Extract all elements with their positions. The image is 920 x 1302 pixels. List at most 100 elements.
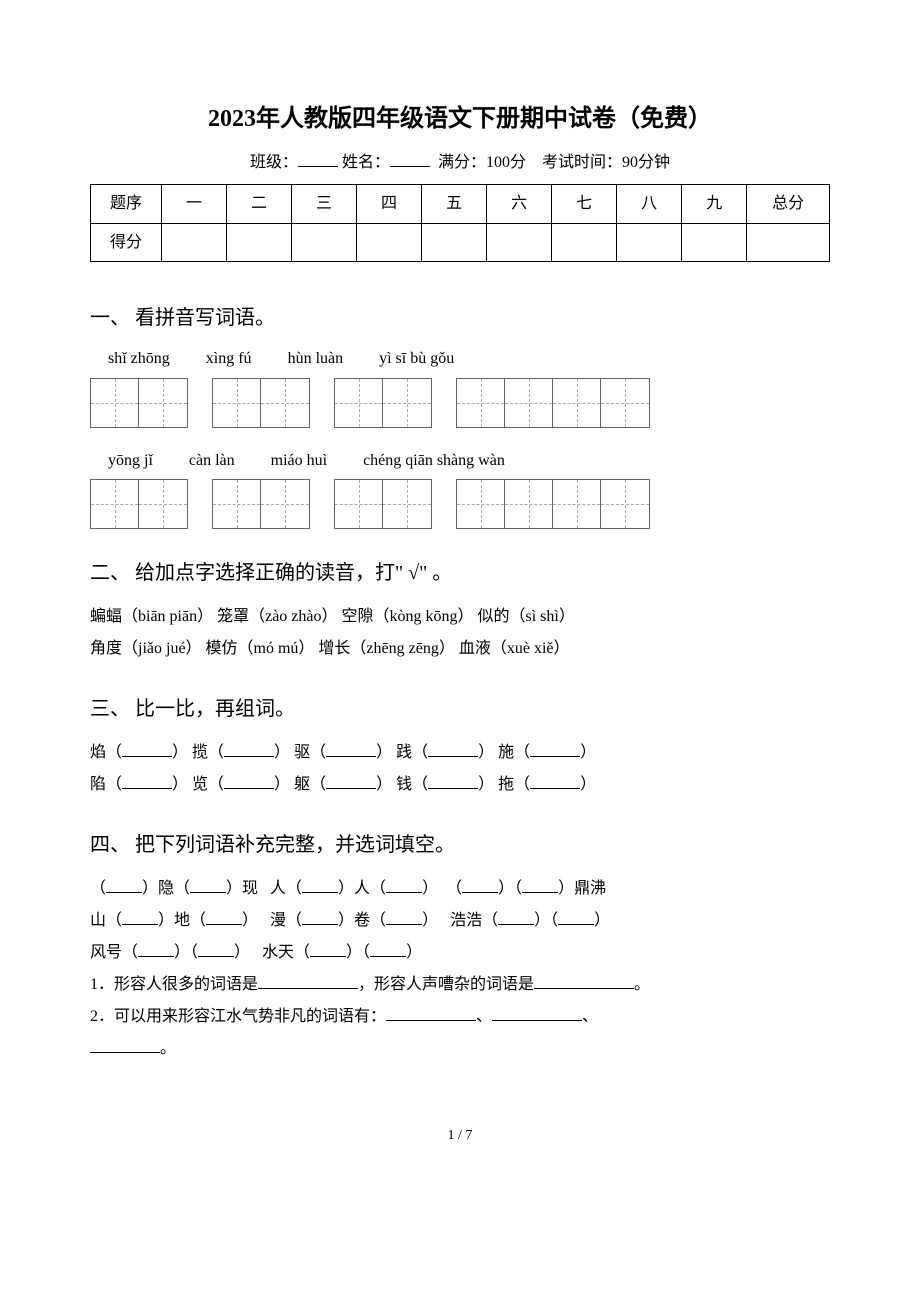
compare-item: 览（ (192, 776, 224, 793)
answer-blank[interactable] (190, 879, 226, 893)
fill-text: ）隐（ (142, 880, 190, 897)
fill-text: ）（ (174, 944, 198, 961)
answer-blank[interactable] (302, 879, 338, 893)
answer-blank[interactable] (428, 743, 478, 757)
answer-blank[interactable] (386, 879, 422, 893)
fill-text: ）人（ (338, 880, 386, 897)
pinyin-item: miáo huì (271, 448, 327, 474)
char-box[interactable] (213, 480, 261, 528)
col-2: 二 (226, 184, 291, 223)
answer-blank[interactable] (122, 743, 172, 757)
char-box-group (456, 479, 650, 529)
char-box[interactable] (601, 379, 649, 427)
fill-text: ）鼎沸 (558, 880, 606, 897)
fill-text: ）（ (534, 912, 558, 929)
fill-text: ） 漫（ (242, 912, 302, 929)
answer-blank[interactable] (326, 775, 376, 789)
answer-blank[interactable] (386, 911, 422, 925)
pinyin-item: yōng jǐ (108, 448, 153, 474)
char-box[interactable] (457, 379, 505, 427)
answer-blank[interactable] (224, 743, 274, 757)
section4-q2: 2．可以用来形容江水气势非凡的词语有：、、 (90, 1001, 830, 1033)
char-box[interactable] (335, 480, 383, 528)
answer-blank[interactable] (206, 911, 242, 925)
answer-blank[interactable] (106, 879, 142, 893)
compare-item: 焰（ (90, 744, 122, 761)
answer-blank[interactable] (492, 1007, 582, 1021)
answer-blank[interactable] (122, 911, 158, 925)
char-box[interactable] (383, 480, 431, 528)
section3-row1: 焰（） 揽（） 驱（） 践（） 施（） (90, 737, 830, 769)
paren-close: ） (172, 776, 192, 793)
char-box[interactable] (139, 379, 187, 427)
fill-text: ）现 人（ (226, 880, 302, 897)
answer-blank[interactable] (90, 1039, 160, 1053)
char-box[interactable] (261, 379, 309, 427)
answer-blank[interactable] (310, 943, 346, 957)
answer-blank[interactable] (530, 775, 580, 789)
score-cell[interactable] (422, 223, 487, 262)
char-box[interactable] (553, 480, 601, 528)
compare-item: 钱（ (396, 776, 428, 793)
char-box[interactable] (505, 379, 553, 427)
score-cell[interactable] (357, 223, 422, 262)
fill-text: ） (594, 912, 610, 929)
compare-item: 陷（ (90, 776, 122, 793)
score-cell[interactable] (617, 223, 682, 262)
fill-text: 山（ (90, 912, 122, 929)
col-total: 总分 (747, 184, 830, 223)
char-box[interactable] (91, 379, 139, 427)
class-blank[interactable] (298, 151, 338, 167)
answer-blank[interactable] (530, 743, 580, 757)
char-box[interactable] (553, 379, 601, 427)
answer-blank[interactable] (326, 743, 376, 757)
char-box[interactable] (601, 480, 649, 528)
answer-blank[interactable] (498, 911, 534, 925)
char-box[interactable] (335, 379, 383, 427)
score-cell[interactable] (292, 223, 357, 262)
answer-blank[interactable] (462, 879, 498, 893)
char-box[interactable] (213, 379, 261, 427)
paren-close: ） (274, 776, 294, 793)
table-row: 得分 (91, 223, 830, 262)
compare-item: 驱（ (294, 744, 326, 761)
meta-line: 班级： 姓名： 满分：100分 考试时间：90分钟 (90, 150, 830, 176)
paren-close: ） (478, 776, 498, 793)
char-box[interactable] (505, 480, 553, 528)
section3-heading: 三、 比一比，再组词。 (90, 693, 830, 725)
score-cell[interactable] (747, 223, 830, 262)
fill-text: ） (406, 944, 422, 961)
answer-blank[interactable] (258, 975, 358, 989)
char-box[interactable] (261, 480, 309, 528)
answer-blank[interactable] (198, 943, 234, 957)
row1-label: 题序 (91, 184, 162, 223)
score-cell[interactable] (226, 223, 291, 262)
section4-q1: 1．形容人很多的词语是，形容人声嘈杂的词语是。 (90, 969, 830, 1001)
answer-blank[interactable] (522, 879, 558, 893)
score-cell[interactable] (161, 223, 226, 262)
score-cell[interactable] (487, 223, 552, 262)
compare-item: 拖（ (498, 776, 530, 793)
answer-blank[interactable] (428, 775, 478, 789)
answer-blank[interactable] (386, 1007, 476, 1021)
q2-sep2: 、 (582, 1008, 598, 1025)
char-box[interactable] (91, 480, 139, 528)
answer-blank[interactable] (138, 943, 174, 957)
answer-blank[interactable] (534, 975, 634, 989)
name-blank[interactable] (390, 151, 430, 167)
paren-close: ） (580, 776, 596, 793)
answer-blank[interactable] (302, 911, 338, 925)
score-cell[interactable] (682, 223, 747, 262)
answer-blank[interactable] (224, 775, 274, 789)
char-box[interactable] (139, 480, 187, 528)
paren-close: ） (376, 776, 396, 793)
answer-blank[interactable] (122, 775, 172, 789)
answer-blank[interactable] (370, 943, 406, 957)
col-1: 一 (161, 184, 226, 223)
fill-text: ） 浩浩（ (422, 912, 498, 929)
page-footer: 1 / 7 (90, 1125, 830, 1147)
answer-blank[interactable] (558, 911, 594, 925)
char-box[interactable] (457, 480, 505, 528)
score-cell[interactable] (552, 223, 617, 262)
char-box[interactable] (383, 379, 431, 427)
